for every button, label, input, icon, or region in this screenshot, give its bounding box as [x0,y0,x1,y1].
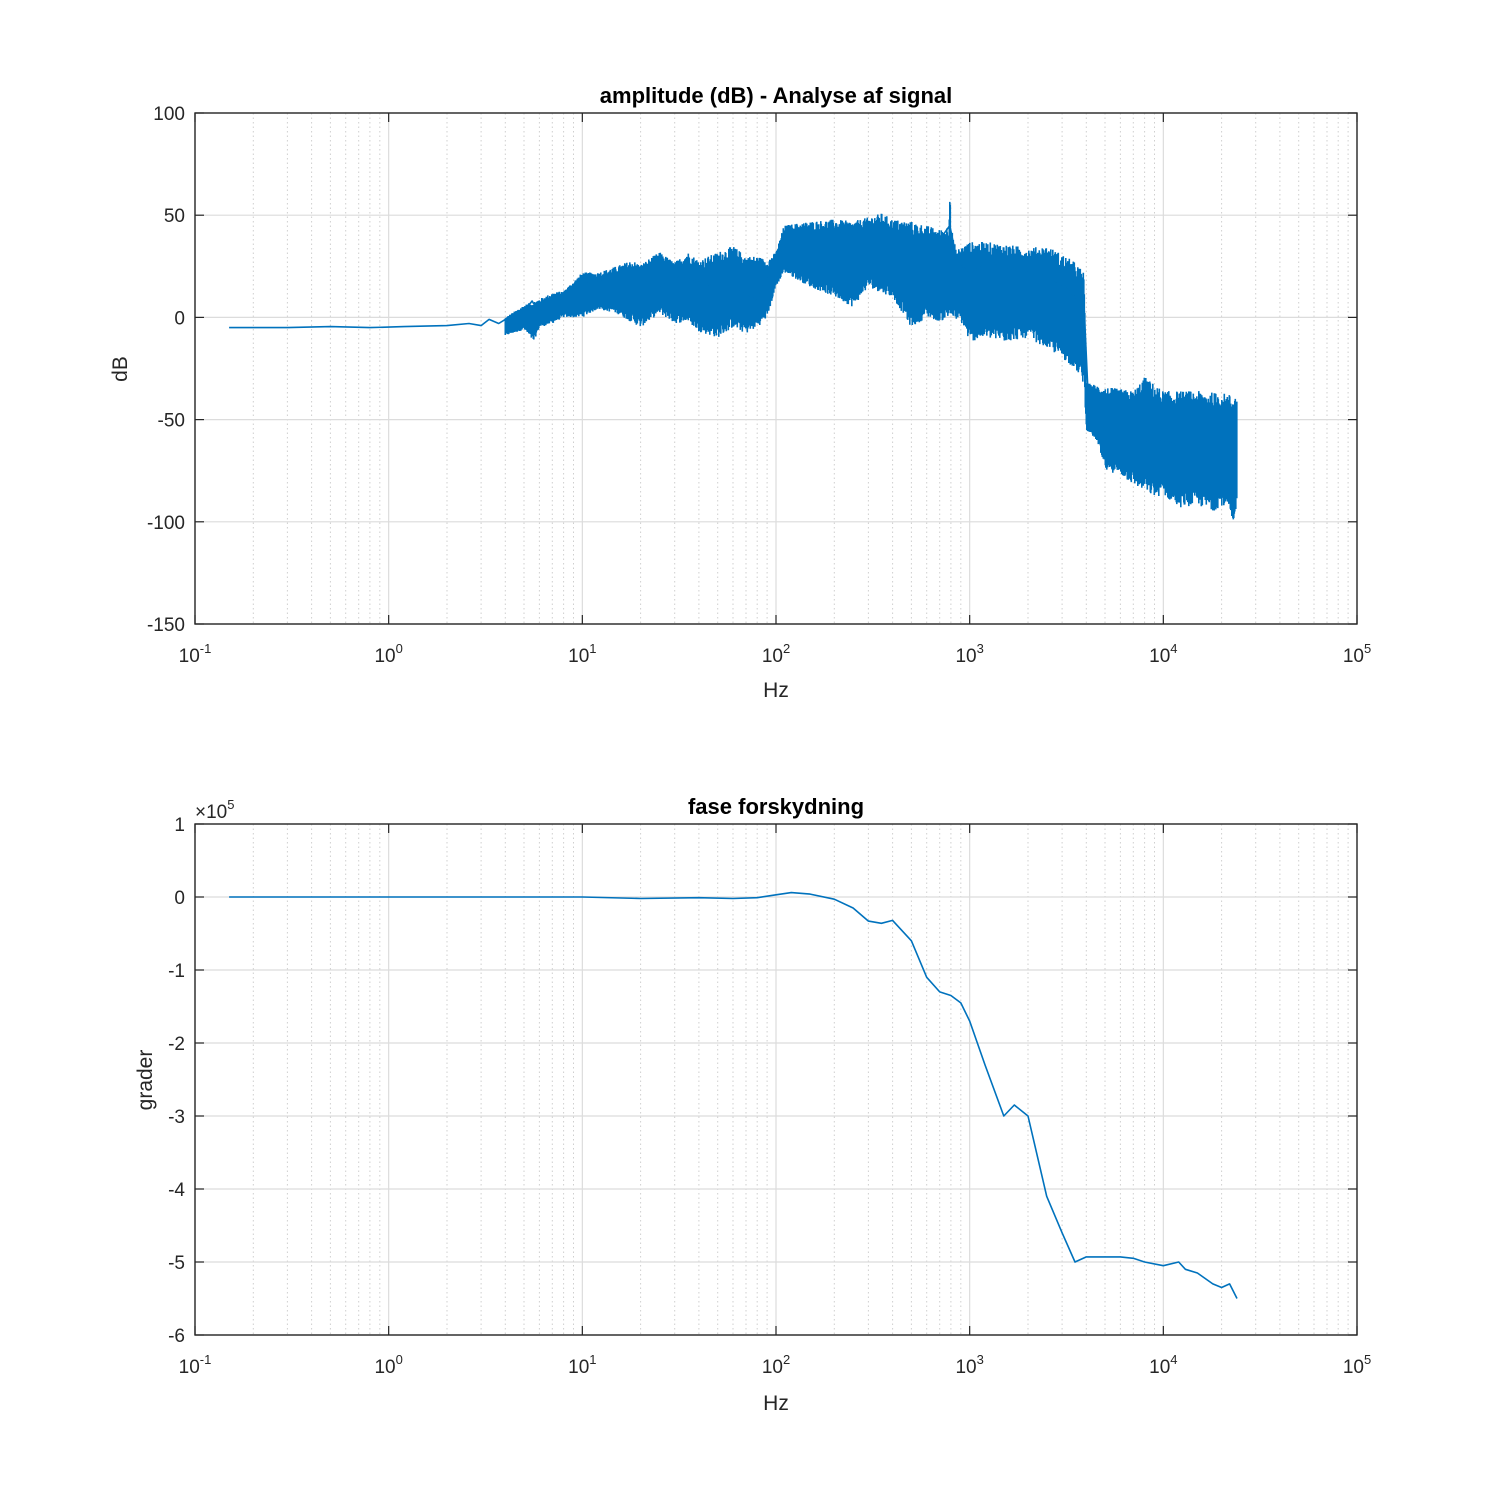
amplitude-axes-frame [194,112,1358,625]
phase-y-tick-label: -5 [168,1253,185,1274]
amplitude-chart-title: amplitude (dB) - Analyse af signal [600,83,952,108]
phase-axes-frame [194,823,1358,1336]
amplitude-x-axis-label: Hz [763,679,789,702]
amplitude-grid [194,112,1358,625]
amplitude-x-tick-label: 10-1 [179,641,212,667]
amplitude-series-line [229,222,1238,458]
phase-y-tick-label: 0 [174,888,185,909]
amplitude-y-tick-label: 0 [174,308,185,329]
phase-chart-title: fase forskydning [688,794,864,819]
phase-x-tick-label: 100 [374,1352,402,1378]
phase-grid [194,823,1358,1336]
phase-y-tick-label: -3 [168,1107,185,1128]
phase-y-tick-label: -6 [168,1326,185,1347]
amplitude-chart: amplitude (dB) - Analyse af signal Hz dB… [109,83,1371,702]
amplitude-x-tick-label: 104 [1149,641,1177,667]
amplitude-y-tick-label: -100 [147,513,185,534]
phase-chart: fase forskydning Hz grader 10-1 100 101 102… [134,794,1371,1415]
amplitude-x-tick-label: 105 [1343,641,1371,667]
phase-x-axis-label: Hz [763,1392,789,1415]
amplitude-series-band [504,201,1238,520]
phase-y-tick-label: 1 [174,815,185,836]
phase-y-axis-label: grader [134,1050,157,1111]
phase-series-line [229,891,1238,1299]
amplitude-y-tick-label: 100 [153,104,185,125]
phase-x-tick-label: 10-1 [179,1352,212,1378]
amplitude-y-tick-label: 50 [164,206,185,227]
phase-y-tick-label: -4 [168,1180,185,1201]
phase-y-tick-label: -2 [168,1034,185,1055]
phase-y-multiplier: ×105 [195,797,234,823]
phase-x-tick-label: 104 [1149,1352,1177,1378]
amplitude-x-tick-label: 102 [762,641,790,667]
phase-y-tick-label: -1 [168,961,185,982]
phase-x-tick-label: 101 [568,1352,596,1378]
amplitude-x-tick-label: 100 [374,641,402,667]
phase-x-tick-label: 102 [762,1352,790,1378]
phase-x-tick-label: 103 [955,1352,983,1378]
amplitude-x-tick-label: 103 [955,641,983,667]
amplitude-y-tick-label: -50 [158,411,185,432]
amplitude-x-tick-label: 101 [568,641,596,667]
amplitude-y-tick-label: -150 [147,615,185,636]
amplitude-y-axis-label: dB [109,356,132,382]
phase-x-tick-label: 105 [1343,1352,1371,1378]
